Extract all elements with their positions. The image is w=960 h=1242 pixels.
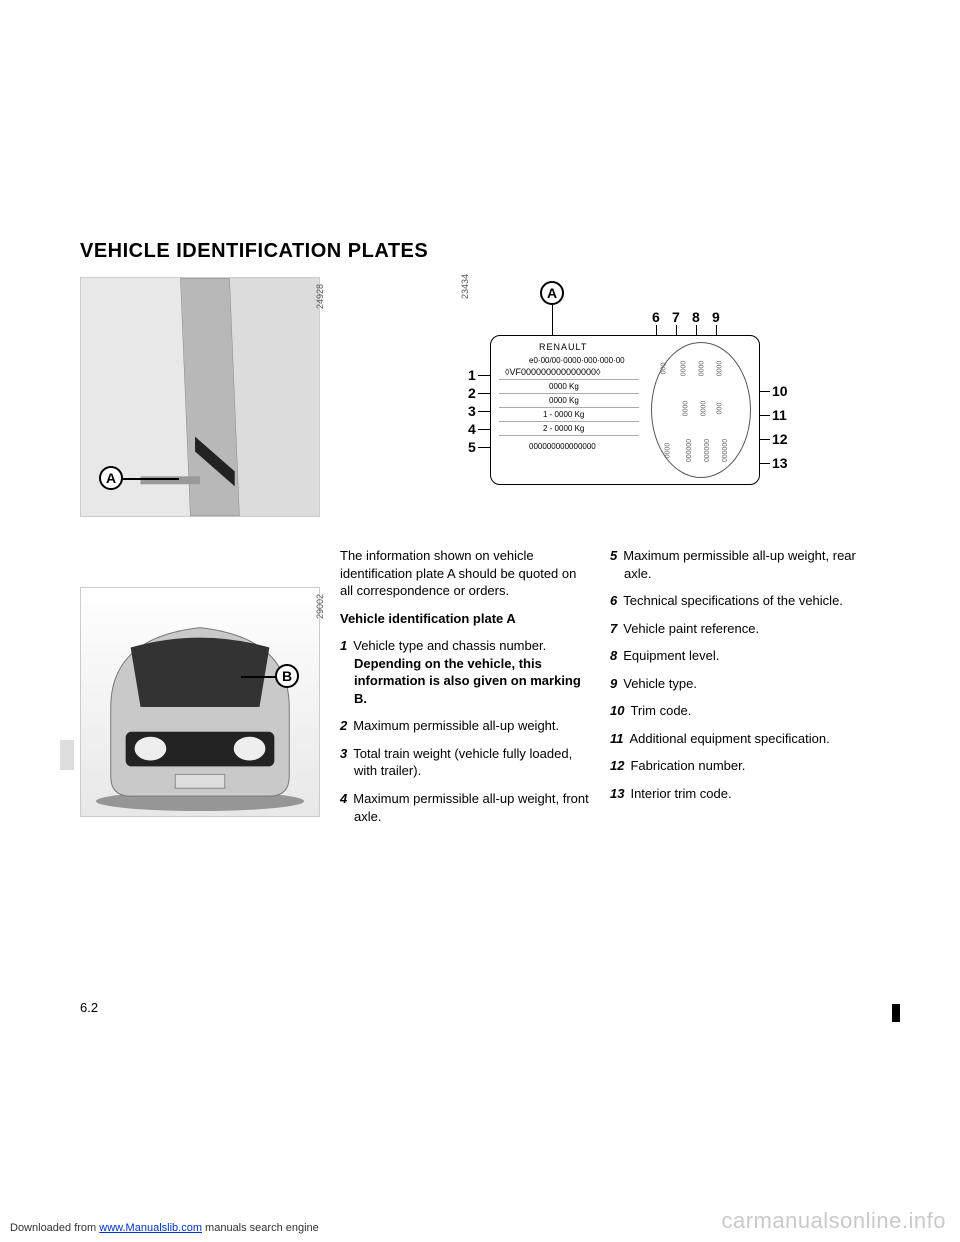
- def-number: 5: [610, 548, 617, 563]
- ov-b1: 000000: [686, 439, 693, 462]
- definition-item: 6Technical specifications of the vehicle…: [624, 592, 860, 610]
- car-front-image: 29002 B: [80, 587, 320, 817]
- ov-b3: 000000: [722, 439, 729, 462]
- definition-item: 3Total train weight (vehicle fully loade…: [354, 745, 590, 780]
- ov-t2: 0000: [698, 361, 705, 377]
- definition-item: 13Interior trim code.: [624, 785, 860, 803]
- ov-t1: 0000: [680, 361, 687, 377]
- def-text: Additional equipment specification.: [630, 731, 830, 746]
- def-text: Maximum permissible all-up weight, rear …: [623, 548, 856, 581]
- footer: Downloaded from www.Manualslib.com manua…: [10, 1222, 319, 1234]
- def-text: Technical specifications of the vehicle.: [623, 593, 843, 608]
- plate-image-code: 23434: [460, 274, 470, 299]
- definition-item: 12Fabrication number.: [624, 757, 860, 775]
- def-text: Maximum permissible all-up weight, front…: [353, 791, 589, 824]
- ov-m1: 0000: [700, 401, 707, 417]
- def-text: Vehicle type.: [623, 676, 697, 691]
- marker-b-label: B: [282, 668, 292, 684]
- def-number: 1: [340, 638, 347, 653]
- marker-b-circle: B: [275, 664, 299, 688]
- page-title: VEHICLE IDENTIFICATION PLATES: [80, 240, 880, 263]
- image-code: 24928: [315, 284, 325, 309]
- footer-link[interactable]: www.Manualslib.com: [99, 1222, 202, 1234]
- callout-13: 13: [772, 455, 788, 471]
- def-text: Fabrication number.: [630, 758, 745, 773]
- def-text: Total train weight (vehicle fully loaded…: [353, 746, 572, 779]
- def-text: Interior trim code.: [630, 786, 731, 801]
- callout-6: 6: [652, 309, 660, 325]
- ov-m0: 0000: [682, 401, 689, 417]
- callout-11: 11: [772, 407, 787, 423]
- definition-item: 4Maximum permissible all-up weight, fron…: [354, 790, 590, 825]
- intro-text: The information shown on vehicle identif…: [340, 547, 590, 600]
- callout-12: 12: [772, 431, 788, 447]
- plate-marker-a: A: [540, 281, 564, 305]
- marker-line-b: [241, 676, 277, 678]
- plate-marker-a-line: [552, 305, 553, 335]
- callout-3: 3: [468, 403, 476, 419]
- callout-9: 9: [712, 309, 720, 325]
- callout-5: 5: [468, 439, 476, 455]
- def-bold: Depending on the vehicle, this informati…: [354, 656, 581, 706]
- ov-b2: 000000: [704, 439, 711, 462]
- def-number: 3: [340, 746, 347, 761]
- definition-item: 7Vehicle paint reference.: [624, 620, 860, 638]
- definition-item: 5Maximum permissible all-up weight, rear…: [624, 547, 860, 582]
- definition-item: 1Vehicle type and chassis number. Depend…: [354, 637, 590, 707]
- callout-10: 10: [772, 383, 788, 399]
- door-pillar-image: 24928 A: [80, 277, 320, 517]
- def-text: Equipment level.: [623, 648, 719, 663]
- text-column-2: 5 Maximum permissible all-up weight, rear…: [610, 547, 860, 835]
- def-number: 11: [610, 731, 624, 746]
- def-number: 2: [340, 718, 347, 733]
- marker-a-label: A: [106, 470, 116, 486]
- def-number: 7: [610, 621, 617, 636]
- definition-item: 11Additional equipment specification.: [624, 730, 860, 748]
- plate-heading: Vehicle identification plate A: [340, 610, 590, 628]
- ov-t3: 0000: [716, 361, 723, 377]
- definitions-right: 5 Maximum permissible all-up weight, rear…: [610, 547, 860, 802]
- plate-marker-a-label: A: [547, 285, 557, 301]
- callout-7: 7: [672, 309, 680, 325]
- callout-4: 4: [468, 421, 476, 437]
- callout-8: 8: [692, 309, 700, 325]
- car-illustration: [81, 588, 319, 816]
- definition-item: 9Vehicle type.: [624, 675, 860, 693]
- definition-item: 2Maximum permissible all-up weight.: [354, 717, 590, 735]
- def-number: 13: [610, 786, 624, 801]
- text-column-1: The information shown on vehicle identif…: [340, 547, 590, 835]
- def-text: Vehicle paint reference.: [623, 621, 759, 636]
- callout-2: 2: [468, 385, 476, 401]
- definition-item: 10Trim code.: [624, 702, 860, 720]
- def-number: 4: [340, 791, 347, 806]
- page-number: 6.2: [80, 1000, 98, 1015]
- plate-diagram: 23434 A 6 7 8 9 1 2 3 4 5: [440, 287, 800, 497]
- def-number: 6: [610, 593, 617, 608]
- def-number: 9: [610, 676, 617, 691]
- plate-oval: 000 0000 0000 0000 0000 0000 000 0000 00…: [651, 342, 751, 478]
- ov-t0: 000: [660, 363, 667, 375]
- car-image-code: 29002: [315, 594, 325, 619]
- watermark: carmanualsonline.info: [721, 1208, 946, 1234]
- def-text: Trim code.: [630, 703, 691, 718]
- def-number: 12: [610, 758, 624, 773]
- def-number: 8: [610, 648, 617, 663]
- def-number: 10: [610, 703, 624, 718]
- marker-a-circle: A: [99, 466, 123, 490]
- definition-item: 8Equipment level.: [624, 647, 860, 665]
- definitions-left: 1 Vehicle type and chassis number. Depend…: [340, 637, 590, 825]
- def-text: Maximum permissible all-up weight.: [353, 718, 559, 733]
- ov-b0: 0000: [664, 443, 671, 459]
- crop-mark: [892, 1004, 900, 1022]
- footer-pre: Downloaded from: [10, 1222, 99, 1234]
- footer-post: manuals search engine: [205, 1222, 319, 1234]
- callout-1: 1: [468, 367, 476, 383]
- ov-m2: 000: [716, 403, 723, 415]
- section-tab: [60, 740, 74, 770]
- def-text: Vehicle type and chassis number.: [353, 638, 546, 653]
- id-plate: RENAULT e0·00/00·0000·000·000·00 ◊VF0000…: [490, 335, 760, 485]
